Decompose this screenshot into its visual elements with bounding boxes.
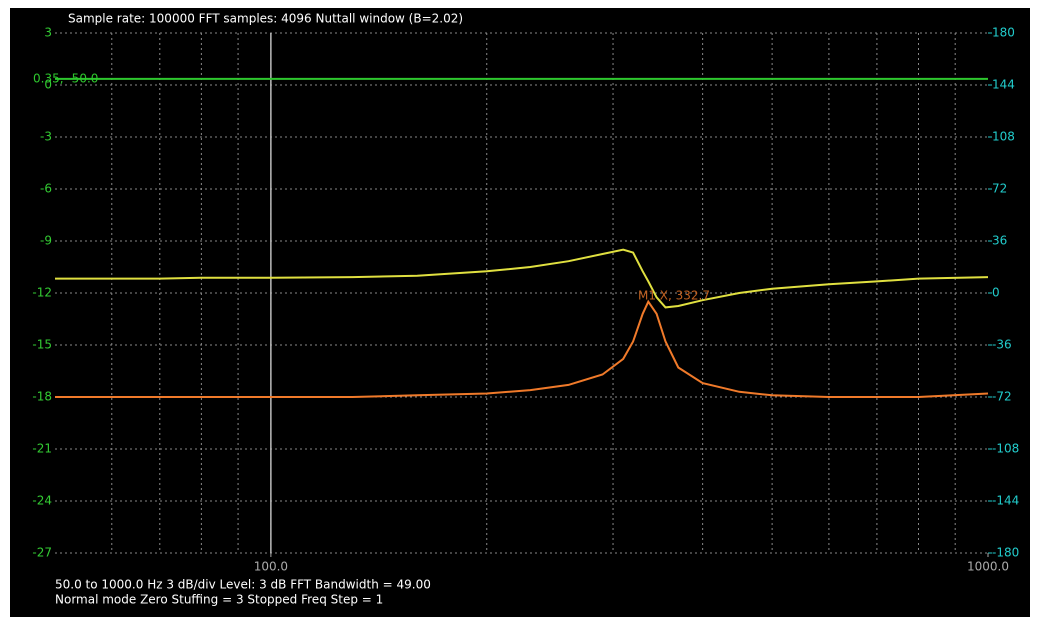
y-tick-label: -18 xyxy=(32,390,52,404)
y2-tick-label: 108 xyxy=(992,130,1015,144)
peak-label: M1 X, 332.7 xyxy=(638,289,710,303)
y-tick-label: -9 xyxy=(40,234,52,248)
y2-tick-label: -180 xyxy=(992,546,1019,560)
trace xyxy=(55,299,989,398)
y-tick-label: -12 xyxy=(32,286,52,300)
footer-line: Normal mode Zero Stuffing = 3 Stopped Fr… xyxy=(55,593,383,607)
y2-tick-label: -144 xyxy=(992,494,1019,508)
footer-line: 50.0 to 1000.0 Hz 3 dB/div Level: 3 dB F… xyxy=(55,578,431,592)
y-tick-label: -3 xyxy=(40,130,52,144)
y-tick-label: -21 xyxy=(32,442,52,456)
y2-tick-label: -72 xyxy=(992,390,1012,404)
y-tick-label: -24 xyxy=(32,494,52,508)
y2-tick-label: 72 xyxy=(992,182,1007,196)
y2-tick-label: 36 xyxy=(992,234,1007,248)
y-tick-label: 3 xyxy=(44,26,52,40)
y-tick-label: -6 xyxy=(40,182,52,196)
y2-tick-label: 144 xyxy=(992,78,1015,92)
header: Sample rate: 100000 FFT samples: 4096 Nu… xyxy=(68,12,463,26)
y2-tick-label: -108 xyxy=(992,442,1019,456)
panel xyxy=(10,8,1030,617)
y2-tick-label: 0 xyxy=(992,286,1000,300)
x-tick-label: 1000.0 xyxy=(967,560,1009,574)
y2-tick-label: 180 xyxy=(992,26,1015,40)
y-tick-label: -27 xyxy=(32,546,52,560)
y-tick-label: 0 xyxy=(44,78,52,92)
y-tick-label: -15 xyxy=(32,338,52,352)
level-label: 0.35, -50.0 xyxy=(33,71,98,85)
trace xyxy=(55,248,989,309)
y2-tick-label: -36 xyxy=(992,338,1012,352)
x-tick-label: 100.0 xyxy=(254,560,288,574)
